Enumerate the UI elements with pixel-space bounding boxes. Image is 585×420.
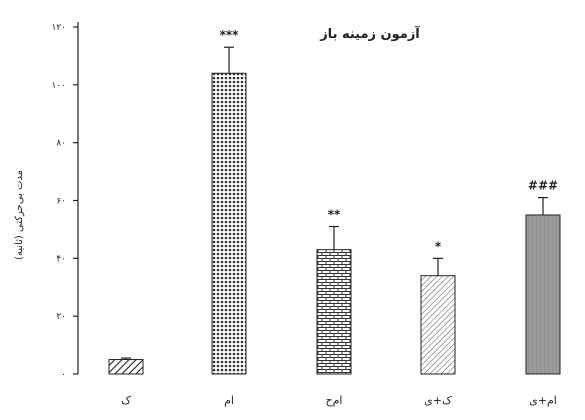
y-axis-label: (مدت بی‌حرکتی (ثانیه: [14, 170, 25, 260]
chart-title: آزمون زمینه باز: [319, 25, 420, 42]
bar-1: [108, 359, 144, 375]
bar-5: [525, 214, 561, 375]
y-tick-label: ۱۰۰: [51, 81, 66, 91]
category-label: ک+ی: [424, 394, 452, 407]
y-tick-label: ۶۰: [56, 197, 66, 207]
bars: ******###: [108, 28, 561, 375]
significance-label: ###: [528, 179, 558, 193]
y-tick-label: ۴۰: [56, 254, 66, 264]
bar-3: [316, 249, 352, 375]
bar-4: [420, 275, 456, 375]
y-axis-ticks: ۰ ۲۰ ۴۰ ۶۰ ۸۰ ۱۰۰ ۱۲۰: [51, 23, 78, 380]
significance-label: *: [435, 239, 442, 253]
category-label: ک: [121, 394, 131, 407]
y-tick-label: ۰: [61, 370, 66, 380]
category-label: ام: [224, 394, 234, 407]
bar-2: [211, 72, 247, 375]
y-tick-label: ۱۲۰: [51, 23, 66, 33]
category-label: ام+ی: [529, 394, 557, 407]
y-tick-label: ۲۰: [56, 312, 66, 322]
category-label: ام‌ح: [326, 394, 343, 407]
y-tick-label: ۸۰: [56, 139, 66, 149]
category-labels: ک ام ام‌ح ک+ی ام+ی: [121, 394, 557, 407]
significance-label: **: [328, 208, 341, 222]
significance-label: ***: [220, 28, 240, 42]
